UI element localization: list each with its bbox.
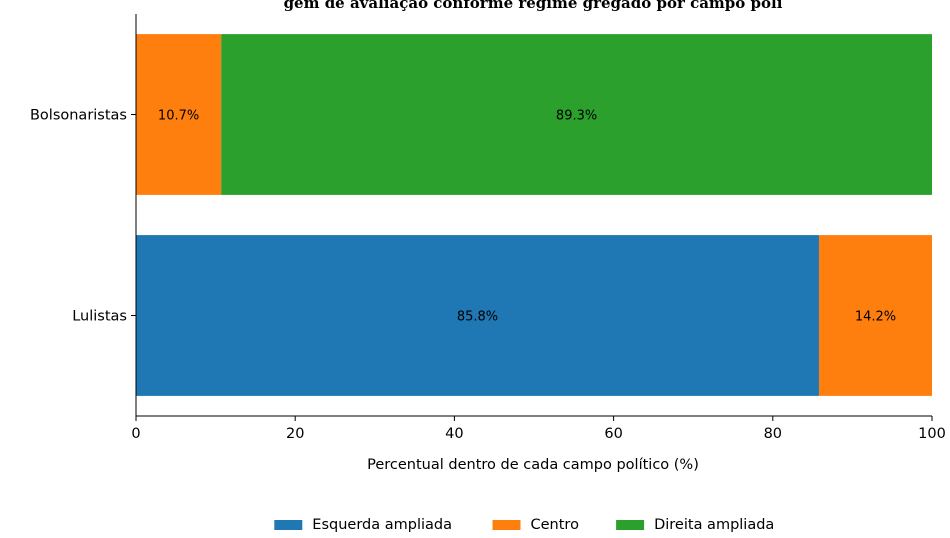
legend-swatch-0: [274, 520, 303, 530]
bar-lulistas-series-1: [818, 235, 932, 396]
legend-label-1: Centro: [531, 517, 580, 533]
data-label: 14.2%: [855, 310, 896, 325]
data-label: 85.8%: [457, 310, 498, 325]
x-tick-label: 100: [918, 426, 946, 442]
bars-layer: 10.7% 89.3% 85.8% 14.2%: [136, 34, 932, 396]
data-label: 10.7%: [158, 109, 199, 124]
legend-label-2: Direita ampliada: [654, 517, 774, 533]
bar-bolsonaristas-series-2: [221, 34, 932, 195]
legend: Esquerda ampliada Centro Direita ampliada: [274, 517, 774, 533]
bar-bolsonaristas-series-1: [136, 34, 222, 195]
x-tick-label: 60: [604, 426, 622, 442]
data-label: 89.3%: [556, 109, 597, 124]
y-tick-label: Bolsonaristas: [30, 108, 127, 124]
x-tick-label: 80: [764, 426, 782, 442]
chart-title: gem de avaliação conforme regime gregado…: [284, 0, 783, 12]
x-tick-label: 0: [131, 426, 140, 442]
x-tick-label: 20: [286, 426, 304, 442]
axes: Bolsonaristas Lulistas 0 20 40 60 80 100: [30, 14, 946, 442]
legend-swatch-2: [616, 520, 645, 530]
x-axis-label: Percentual dentro de cada campo político…: [367, 457, 699, 473]
legend-swatch-1: [492, 520, 521, 530]
y-tick-label: Lulistas: [72, 309, 127, 325]
legend-label-0: Esquerda ampliada: [312, 517, 452, 533]
bar-lulistas-series-0: [136, 235, 819, 396]
x-tick-label: 40: [445, 426, 463, 442]
